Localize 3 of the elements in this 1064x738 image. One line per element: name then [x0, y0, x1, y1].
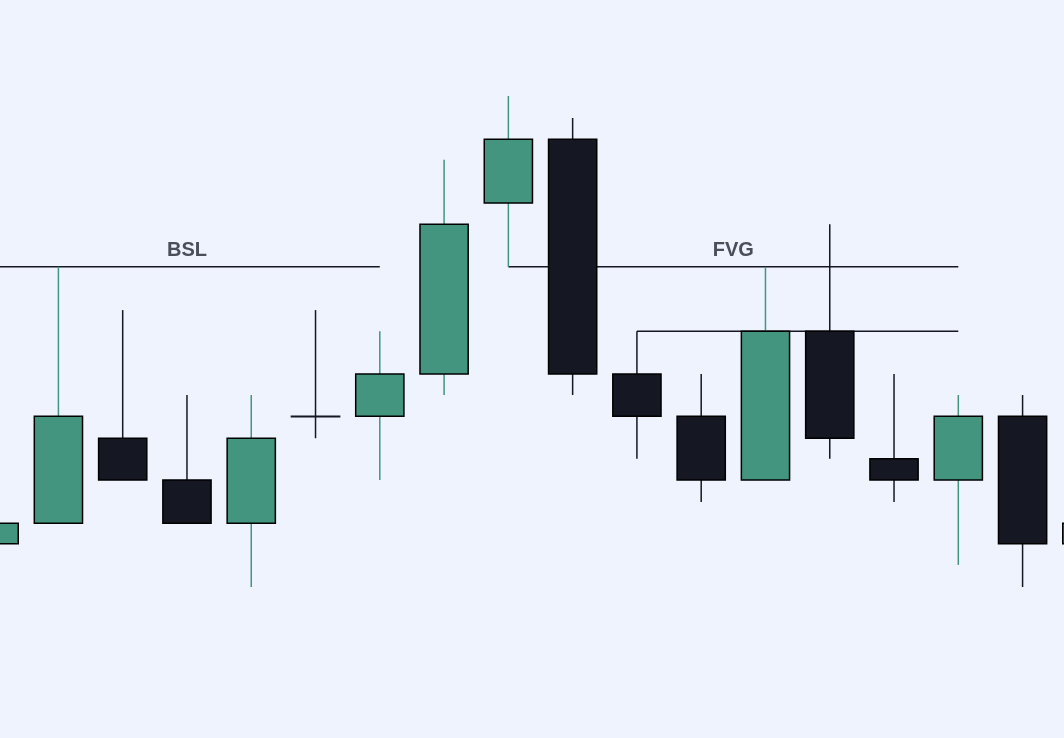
candlestick	[290, 309, 341, 439]
series-label: FVG	[712, 238, 754, 261]
series-label: BSL	[166, 238, 207, 261]
